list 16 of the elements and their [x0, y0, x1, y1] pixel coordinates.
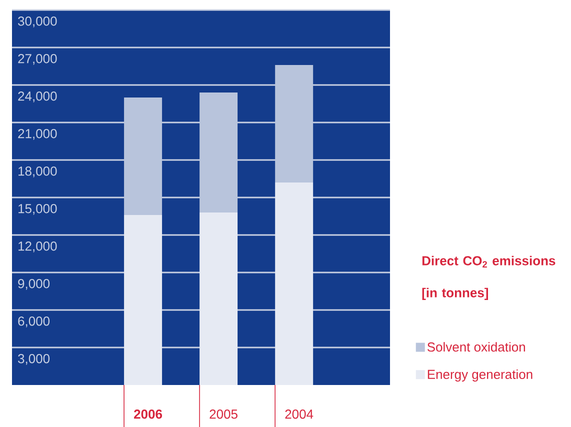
y-tick-label: 15,000 — [18, 204, 57, 215]
y-tick-label: 27,000 — [18, 54, 57, 65]
y-tick-label: 18,000 — [18, 166, 57, 178]
y-tick-label: 30,000 — [18, 16, 57, 28]
x-tick-label: 2004 — [285, 410, 314, 419]
y-tick-label: 6,000 — [18, 316, 50, 328]
y-tick-label: 12,000 — [18, 242, 57, 252]
x-tick-label: 2005 — [210, 410, 238, 419]
legend-label: Energy generation — [428, 369, 532, 382]
y-tick-label: 21,000 — [18, 129, 57, 140]
legend-label: Solvent oxidation — [427, 342, 526, 352]
y-tick-label: 9,000 — [18, 279, 50, 290]
text: Direct CO$_{2}$ emissions [in tonnes] — [422, 256, 556, 300]
y-tick-label: 24,000 — [18, 92, 57, 102]
x-tick-label: 2006 — [134, 410, 162, 419]
y-tick-label: 3,000 — [18, 354, 50, 365]
